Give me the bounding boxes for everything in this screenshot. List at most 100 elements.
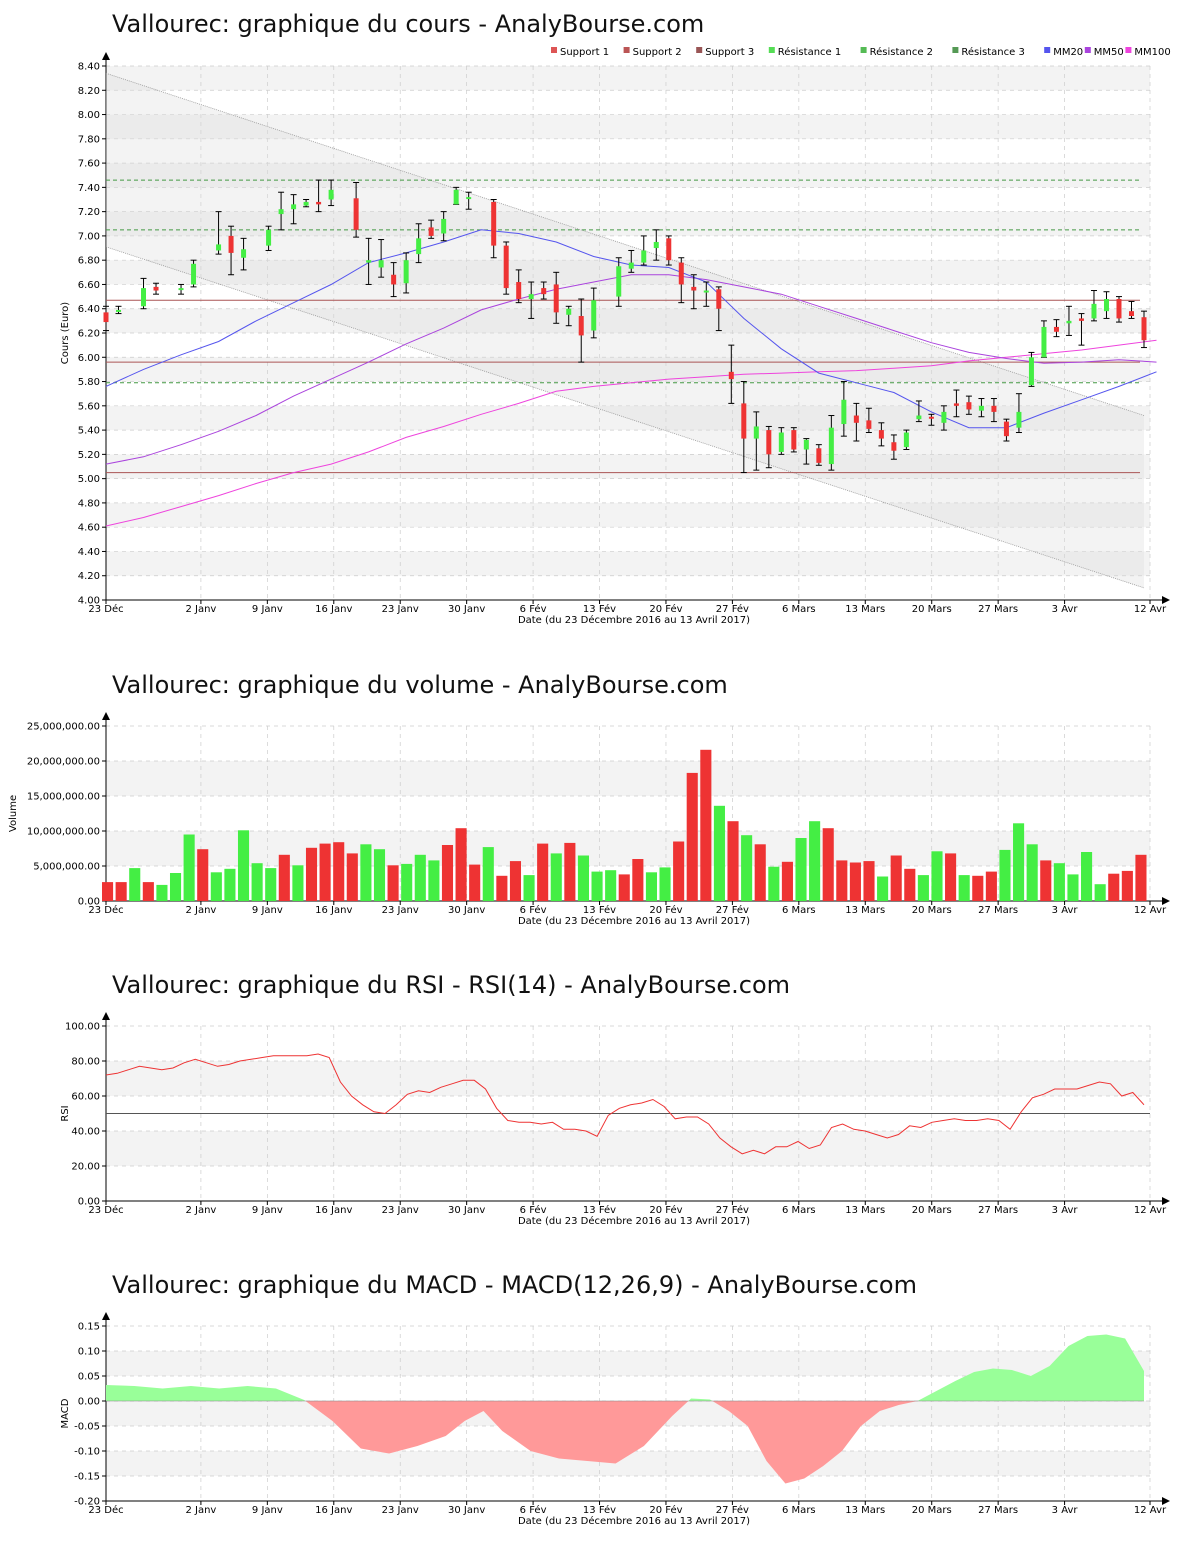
volume-chart-panel: Vallourec: graphique du volume - AnalyBo…	[0, 660, 1200, 940]
volume-bar	[373, 849, 386, 901]
x-tick-label: 23 Janv	[382, 1205, 419, 1216]
volume-bar	[278, 854, 290, 901]
candle-body	[653, 241, 659, 249]
y-tick-label: -0.10	[74, 1447, 100, 1458]
volume-bar	[360, 844, 372, 901]
x-tick-label: 12 Avr	[1134, 604, 1167, 615]
x-tick-label: 13 Mars	[845, 604, 885, 615]
x-tick-label: 23 Déc	[88, 1204, 123, 1216]
candle-body	[566, 308, 572, 315]
volume-bar	[591, 871, 603, 901]
x-tick-label: 16 Janv	[315, 604, 352, 615]
x-tick-label: 6 Fév	[520, 1504, 547, 1516]
candle-body	[453, 189, 459, 205]
x-tick-label: 27 Fév	[716, 603, 749, 615]
mm100-line	[105, 339, 1157, 527]
y-tick-label: 5.60	[78, 401, 100, 412]
y-tick-label: 25,000,000.00	[27, 722, 100, 733]
volume-bar	[904, 868, 916, 901]
volume-bar	[958, 875, 970, 901]
x-tick-label: 2 Janv	[185, 1505, 216, 1516]
candle-body	[803, 439, 809, 450]
y-tick-label: 6.20	[78, 329, 100, 340]
y-tick-label: 7.20	[78, 207, 100, 218]
candle-body	[1128, 311, 1134, 317]
y-tick-label: 5.80	[78, 377, 100, 388]
volume-bar	[183, 834, 195, 901]
x-tick-label: 30 Janv	[448, 1505, 485, 1516]
candle-body	[978, 405, 984, 411]
price-chart: 4.00 4.20 4.40 4.60 4.80 5.00 5.20 5.40 5.60 5.80…	[60, 46, 1171, 626]
candle-body	[778, 432, 784, 452]
x-tick-label: 20 Fév	[649, 1204, 682, 1216]
chart-title: Vallourec: graphique du MACD - MACD(12,2…	[112, 1271, 917, 1299]
x-tick-label: 2 Janv	[185, 905, 216, 916]
volume-bar	[537, 843, 549, 901]
x-tick-label: 9 Janv	[252, 1205, 283, 1216]
x-tick-label: 27 Mars	[978, 1505, 1018, 1516]
volume-bar	[401, 863, 413, 901]
volume-bar	[346, 853, 358, 901]
volume-bar	[1013, 823, 1025, 901]
y-axis-arrow	[102, 52, 110, 60]
candle-body	[941, 411, 947, 423]
x-tick-label: 20 Mars	[912, 1505, 952, 1516]
y-tick-label: 8.00	[78, 110, 100, 121]
x-tick-label: 20 Fév	[649, 1504, 682, 1516]
volume-bar	[972, 875, 984, 901]
y-tick-label: 8.20	[78, 86, 100, 97]
x-tick-label: 13 Mars	[845, 1505, 885, 1516]
volume-bar	[129, 868, 141, 901]
candle-body	[1116, 299, 1122, 319]
legend-item: MM100	[1125, 47, 1171, 58]
x-tick-label: 27 Mars	[978, 604, 1018, 615]
x-tick-label: 13 Fév	[583, 1204, 616, 1216]
volume-bar	[836, 860, 848, 901]
candle-body	[903, 432, 909, 448]
y-tick-label: 15,000,000.00	[27, 792, 100, 803]
volume-bar	[523, 875, 535, 901]
volume-bar	[428, 860, 440, 901]
y-tick-label: 7.00	[78, 231, 100, 242]
volume-bar	[197, 849, 209, 901]
legend-item: Support 1	[551, 47, 609, 58]
candle-body	[403, 260, 409, 284]
candle-body	[953, 403, 959, 406]
y-tick-label: -0.15	[74, 1472, 100, 1483]
candle-body	[628, 262, 634, 269]
y-tick-label: 4.40	[78, 547, 100, 558]
legend-item: Résistance 2	[860, 46, 933, 58]
candle-body	[316, 201, 322, 205]
macd-positive-area	[688, 1398, 713, 1401]
legend-swatch	[623, 47, 630, 53]
grid-band	[106, 405, 1150, 431]
candle-body	[666, 238, 672, 261]
volume-chart: 0.00 5,000,000.00 10,000,000.00 15,000,000.…	[8, 712, 1170, 927]
x-tick-label: 27 Fév	[716, 1504, 749, 1516]
volume-bar	[509, 861, 522, 901]
volume-bar	[387, 865, 399, 901]
legend-label: Résistance 3	[961, 46, 1024, 58]
x-tick-label: 3 Avr	[1052, 604, 1079, 615]
y-tick-label: 20.00	[71, 1162, 100, 1173]
grid-band	[106, 114, 1150, 139]
candle-body	[466, 197, 472, 200]
candle-body	[728, 371, 734, 380]
volume-bar	[985, 871, 997, 901]
legend-item: MM50	[1084, 47, 1124, 58]
volume-bar	[686, 772, 698, 901]
candle-body	[766, 430, 772, 455]
legend-label: MM20	[1053, 47, 1083, 58]
x-tick-label: 27 Fév	[716, 904, 749, 916]
candle-body	[828, 427, 834, 465]
candle-body	[966, 402, 972, 410]
candle-body	[528, 294, 534, 300]
volume-bar	[1067, 874, 1079, 901]
y-tick-label: 0.05	[78, 1372, 100, 1383]
candle-body	[916, 415, 922, 420]
x-tick-label: 13 Mars	[845, 905, 885, 916]
x-tick-label: 27 Mars	[978, 905, 1018, 916]
legend-label: Résistance 1	[778, 46, 841, 58]
y-tick-label: -0.20	[74, 1497, 100, 1508]
volume-bar	[822, 828, 834, 901]
